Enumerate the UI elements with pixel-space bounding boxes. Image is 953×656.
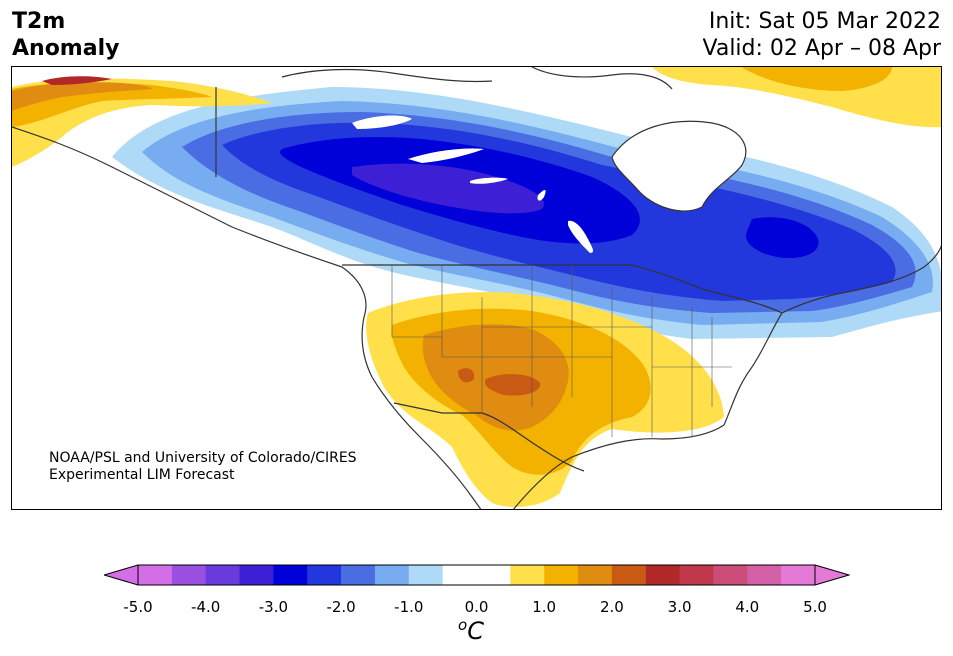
alaska-warm-peak: [42, 76, 112, 85]
warm-anomaly-core: [484, 374, 541, 396]
arctic-warm-band-2: [742, 67, 892, 91]
colorbar-tick-label: 5.0: [803, 598, 827, 616]
us-canada-border: [342, 264, 783, 314]
credit-line-1: NOAA/PSL and University of Colorado/CIRE…: [49, 450, 357, 466]
colorbar-cell: [205, 565, 241, 585]
colorbar-tick-label: -3.0: [258, 598, 289, 616]
unit-letter: C: [467, 617, 484, 645]
colorbar-cell: [713, 565, 748, 585]
colorbar-cell: [544, 565, 579, 585]
colorbar-cell: [442, 565, 477, 585]
warm-anomaly-core-west: [458, 368, 475, 383]
colorbar: [104, 564, 850, 586]
valid-range: Valid: 02 Apr – 08 Apr: [702, 36, 942, 61]
colorbar-tick-label: -5.0: [123, 598, 153, 616]
lake-manitoba: [537, 190, 546, 201]
great-bear-lake: [352, 115, 412, 129]
colorbar-tick-label: 3.0: [667, 598, 692, 616]
colorbar-cell: [408, 565, 444, 585]
colorbar-tick-label: -1.0: [394, 598, 424, 616]
forecast-dates: Init: Sat 05 Mar 2022 Valid: 02 Apr – 08…: [703, 8, 942, 62]
colorbar-cell: [307, 565, 342, 585]
colorbar-over-arrow: [815, 565, 849, 585]
colorbar-unit: oC: [458, 616, 484, 645]
alaska-warm-band-3: [12, 82, 152, 111]
colorbar-cell: [476, 565, 511, 585]
colorbar-over-outline: [814, 564, 850, 586]
colorbar-cell: [781, 565, 816, 585]
init-date: Init: Sat 05 Mar 2022: [708, 9, 941, 34]
great-slave-lake: [408, 148, 484, 163]
coastline-group: [12, 67, 941, 509]
colorbar-cells: [138, 565, 816, 585]
state-borders: [391, 265, 732, 437]
lake-athabasca: [470, 177, 508, 184]
map-title: T2m Anomaly: [12, 8, 119, 62]
cold-anomaly-peak: [352, 163, 544, 214]
arctic-islands: [281, 67, 673, 90]
colorbar-cell: [578, 565, 613, 585]
colorbar-cell: [679, 565, 714, 585]
colorbar-cell: [239, 565, 274, 585]
map-title-variable: T2m: [12, 9, 66, 34]
unit-degree-symbol: o: [458, 616, 468, 634]
colorbar-border: [137, 564, 816, 586]
colorbar-under-outline: [104, 564, 139, 586]
colorbar-cell: [341, 565, 376, 585]
colorbar-tick-label: 0.0: [464, 598, 489, 616]
anomaly-map: [11, 66, 942, 510]
colorbar-tick-label: 1.0: [532, 598, 557, 616]
state-borders-central: [531, 265, 652, 437]
colorbar-cell: [171, 565, 207, 585]
colorbar-cell: [510, 565, 545, 585]
hudson-bay: [612, 121, 746, 211]
atlantic-coastline: [781, 245, 941, 314]
state-borders-west: [391, 265, 572, 413]
colorbar-cell: [747, 565, 782, 585]
colorbar-cell: [374, 565, 410, 585]
state-borders-east: [651, 297, 732, 437]
hudson-bay-coast: [611, 120, 747, 212]
colorbar-cell: [273, 565, 308, 585]
credit-text: NOAA/PSL and University of Colorado/CIRE…: [49, 450, 357, 484]
credit-line-2: Experimental LIM Forecast: [49, 467, 235, 483]
colorbar-tick-label: 4.0: [735, 598, 760, 616]
map-title-type: Anomaly: [12, 36, 120, 61]
gulf-coastline: [512, 312, 783, 509]
colorbar-under-arrow: [104, 565, 138, 585]
cold-anomaly-core-east: [746, 217, 819, 259]
colorbar-tick-label: -4.0: [191, 598, 221, 616]
colorbar-cell: [645, 565, 681, 585]
us-mexico-border: [393, 402, 585, 472]
anomaly-map-canvas: [12, 67, 941, 509]
lake-winnipeg: [568, 220, 594, 253]
colorbar-tick-label: 2.0: [599, 598, 624, 616]
pacific-coastline: [12, 126, 482, 509]
colorbar-cell: [611, 565, 647, 585]
colorbar-cell: [138, 565, 173, 585]
colorbar-tick-label: -2.0: [326, 598, 356, 616]
